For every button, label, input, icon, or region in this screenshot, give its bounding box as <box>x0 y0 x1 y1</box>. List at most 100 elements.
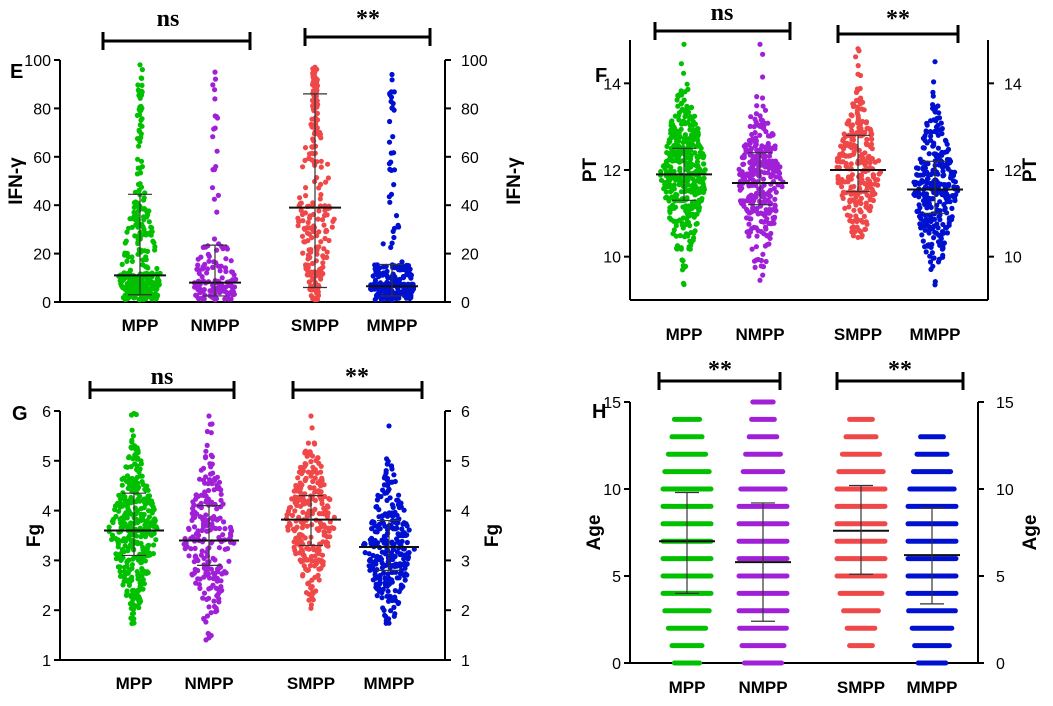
data-point <box>764 233 770 239</box>
data-point <box>763 218 769 224</box>
panel-label: F <box>595 65 607 87</box>
data-point <box>930 102 936 108</box>
data-point <box>297 557 303 563</box>
data-point <box>119 482 125 488</box>
data-point <box>318 181 324 187</box>
data-point <box>858 177 865 184</box>
data-point <box>305 272 311 278</box>
data-point <box>129 599 135 605</box>
data-point <box>386 423 392 429</box>
data-point <box>387 166 393 172</box>
data-point <box>396 600 402 606</box>
data-point <box>212 76 219 82</box>
category-label: SMPP <box>837 678 885 697</box>
data-point <box>384 497 390 503</box>
data-point <box>214 608 220 614</box>
data-point <box>939 126 945 132</box>
data-point <box>930 211 936 217</box>
data-point <box>747 172 753 178</box>
data-point <box>210 582 216 588</box>
data-point <box>389 77 395 83</box>
data-point <box>132 233 138 239</box>
data-point <box>143 254 149 260</box>
data-point <box>388 98 394 105</box>
data-point <box>374 593 380 599</box>
data-point <box>308 605 314 611</box>
left-tick-label: 0 <box>42 295 51 312</box>
data-point <box>926 201 933 207</box>
data-point <box>222 526 228 532</box>
data-point <box>373 560 379 567</box>
category-label: MMPP <box>910 325 961 344</box>
data-point <box>855 104 861 110</box>
data-point <box>228 296 234 302</box>
data-point <box>314 251 320 257</box>
data-point <box>214 115 221 121</box>
data-point <box>224 246 230 252</box>
data-point <box>324 503 330 509</box>
data-point <box>380 270 386 276</box>
data-point <box>146 231 152 237</box>
data-point <box>141 226 147 232</box>
data-point <box>137 95 143 101</box>
data-point <box>692 113 698 119</box>
data-point <box>191 524 198 530</box>
data-point <box>936 110 942 116</box>
data-point <box>749 246 755 252</box>
data-point <box>684 155 690 161</box>
data-point <box>924 120 930 126</box>
group-SMPP: SMPP <box>833 416 889 697</box>
data-point <box>222 546 228 552</box>
right-tick-label: 14 <box>1004 76 1022 93</box>
data-point <box>399 526 405 532</box>
data-point <box>392 478 398 485</box>
right-tick-label: 5 <box>996 569 1005 586</box>
data-point <box>298 532 304 538</box>
data-point <box>301 557 307 563</box>
data-point <box>124 258 130 264</box>
data-point <box>310 88 316 94</box>
data-point <box>117 564 123 570</box>
data-point <box>672 152 679 159</box>
data-point <box>133 511 139 517</box>
data-point <box>404 523 410 529</box>
significance-label: ** <box>356 6 380 32</box>
data-point <box>197 476 203 482</box>
data-point <box>866 178 873 185</box>
data-point <box>195 557 201 564</box>
data-point <box>940 221 946 228</box>
data-point <box>295 215 301 221</box>
data-point <box>702 167 708 173</box>
data-point <box>389 502 395 508</box>
category-label: MPP <box>122 316 159 335</box>
data-point <box>228 533 234 539</box>
data-point <box>398 582 404 588</box>
left-tick-label: 10 <box>603 250 621 267</box>
data-point <box>681 70 687 76</box>
data-point <box>378 294 385 300</box>
data-point <box>676 182 682 188</box>
data-point <box>394 575 400 581</box>
data-point <box>197 576 203 582</box>
data-point <box>293 538 300 544</box>
data-point <box>855 63 861 69</box>
data-point <box>863 204 869 210</box>
data-point <box>300 250 306 256</box>
data-point <box>676 112 682 118</box>
data-point <box>939 246 946 252</box>
data-point <box>745 208 751 214</box>
data-point <box>186 553 192 559</box>
data-point <box>200 595 206 601</box>
data-point <box>218 504 224 510</box>
data-point <box>292 494 298 500</box>
data-point <box>845 175 852 181</box>
data-point <box>393 213 400 219</box>
data-point <box>839 184 845 190</box>
data-point <box>933 129 939 135</box>
data-point <box>139 164 145 170</box>
data-point <box>912 190 918 196</box>
data-point <box>203 570 209 577</box>
data-point <box>143 264 149 270</box>
data-point <box>754 103 760 109</box>
data-point <box>302 461 308 467</box>
